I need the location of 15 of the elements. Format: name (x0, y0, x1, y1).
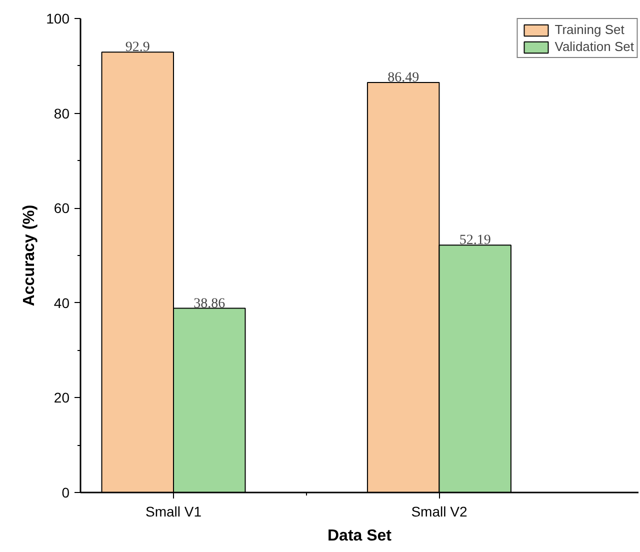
x-tick-label: Small V1 (145, 504, 202, 520)
data-label: 86.49 (388, 70, 420, 86)
data-label: 92.9 (125, 40, 150, 56)
x-axis-title: Data Set (327, 528, 392, 544)
y-tick-label: 40 (54, 294, 70, 311)
y-tick-label: 0 (62, 484, 70, 500)
y-tick-label: 80 (54, 105, 70, 122)
data-label: 52.19 (459, 233, 491, 248)
legend-label: Validation Set (554, 39, 634, 54)
x-tick-label: Small V2 (411, 504, 468, 520)
legend-label: Training Set (554, 22, 624, 37)
y-tick-label: 60 (54, 200, 70, 216)
y-axis-title: Accuracy (%) (21, 204, 38, 306)
y-tick-label: 20 (54, 390, 70, 406)
y-tick-label: 100 (46, 10, 70, 26)
